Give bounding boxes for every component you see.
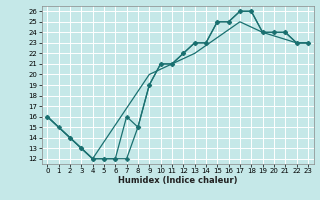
X-axis label: Humidex (Indice chaleur): Humidex (Indice chaleur) (118, 176, 237, 185)
